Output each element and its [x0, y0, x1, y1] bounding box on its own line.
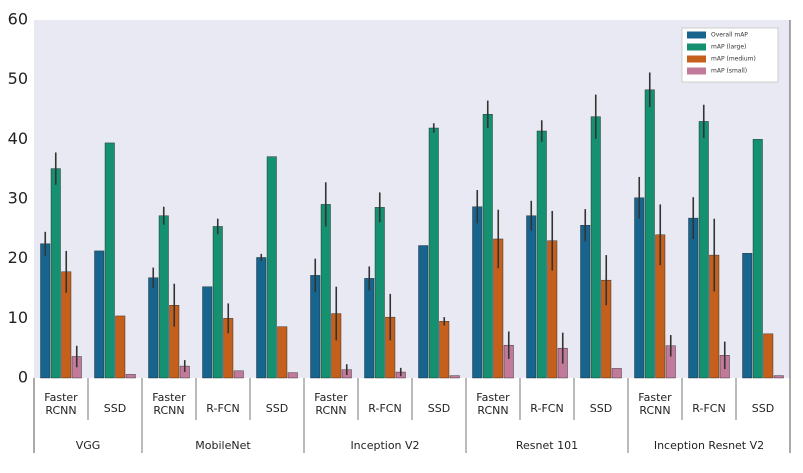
x-tick-label: SSD [428, 402, 450, 415]
bar-medium [277, 326, 288, 379]
x-group-label: Inception V2 [350, 439, 419, 452]
bar-overall [634, 197, 645, 379]
legend-swatch-overall [687, 31, 706, 39]
y-tick-label: 60 [8, 10, 28, 29]
x-tick-label: SSD [266, 402, 288, 415]
bars-layer [40, 72, 784, 379]
bar-small [125, 374, 136, 379]
bar-medium [763, 333, 774, 379]
bar-large [266, 156, 277, 379]
x-tick-label: Faster RCNN [638, 391, 672, 417]
x-axis: Faster RCNN SSD Faster RCNN R-FCN SSD Faster RCN… [33, 20, 791, 453]
y-tick-label: 10 [8, 308, 28, 327]
y-tick-label: 30 [8, 189, 28, 208]
bar-overall [364, 278, 375, 379]
x-tick-label: Faster RCNN [152, 391, 186, 417]
legend: Overall mAP mAP (large) mAP (medium) mAP (s… [681, 27, 779, 83]
bar-small [611, 368, 622, 379]
x-tick-label: SSD [590, 402, 612, 415]
bar-medium [439, 321, 450, 379]
bar-overall [94, 250, 105, 379]
bar-large [428, 127, 439, 379]
bar-large [320, 204, 331, 379]
bar-large [752, 139, 763, 379]
bar-overall [202, 286, 213, 379]
bar-large [536, 130, 547, 379]
x-group-label: Inception Resnet V2 [654, 439, 764, 452]
bar-overall [688, 217, 699, 379]
bar-medium [115, 315, 126, 379]
x-tick-label: Faster RCNN [44, 391, 78, 417]
legend-label: mAP (medium) [711, 56, 756, 63]
bar-overall [256, 257, 267, 379]
bar-large [212, 226, 223, 379]
x-tick-label: SSD [104, 402, 126, 415]
bar-large [698, 121, 709, 379]
x-group-label: MobileNet [195, 439, 251, 452]
bar-large [104, 142, 115, 379]
bar-overall [418, 245, 429, 379]
x-tick-label: R-FCN [692, 402, 725, 415]
bar-overall [526, 215, 537, 379]
y-tick-label: 20 [8, 248, 28, 267]
y-axis: 0 10 20 30 40 50 60 [8, 10, 28, 387]
legend-swatch-medium [687, 55, 706, 63]
bar-overall [580, 225, 591, 379]
bar-overall [40, 243, 51, 379]
legend-swatch-large [687, 43, 706, 51]
bar-small [233, 370, 244, 379]
x-group-label: Resnet 101 [516, 439, 578, 452]
legend-label: mAP (large) [711, 44, 746, 51]
x-tick-label: Faster RCNN [476, 391, 510, 417]
bar-large [50, 168, 61, 379]
legend-label: Overall mAP [711, 32, 748, 39]
bar-overall [472, 206, 483, 379]
bar-large [158, 215, 169, 379]
y-tick-label: 50 [8, 69, 28, 88]
bar-overall [148, 277, 159, 379]
bar-overall [742, 253, 753, 379]
y-tick-label: 0 [18, 368, 28, 387]
bar-small [287, 372, 298, 379]
bar-large [482, 114, 493, 379]
bar-large [374, 207, 385, 379]
x-group-label: VGG [76, 439, 101, 452]
plot-area [34, 20, 790, 378]
bar-large [590, 116, 601, 379]
x-tick-label: R-FCN [530, 402, 563, 415]
bar-small [773, 375, 784, 379]
bar-large [644, 89, 655, 379]
legend-swatch-small [687, 67, 706, 75]
x-tick-label: SSD [752, 402, 774, 415]
bar-small [449, 375, 460, 379]
x-tick-label: R-FCN [368, 402, 401, 415]
x-tick-label: R-FCN [206, 402, 239, 415]
y-tick-label: 40 [8, 129, 28, 148]
legend-label: mAP (small) [711, 68, 747, 75]
x-tick-label: Faster RCNN [314, 391, 348, 417]
